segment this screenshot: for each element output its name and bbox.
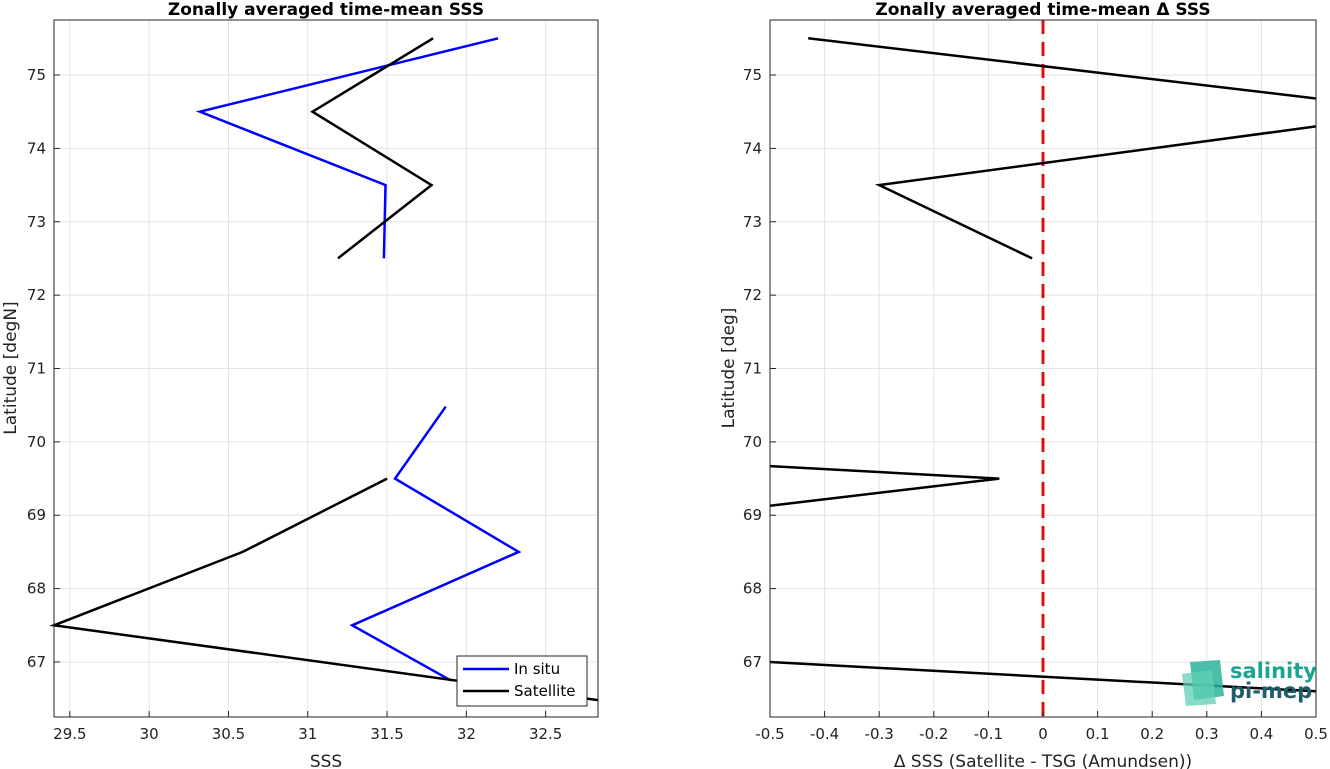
- x-tick-label: 31: [298, 725, 317, 743]
- y-tick-label: 68: [27, 580, 46, 598]
- x-tick-label: -0.2: [919, 725, 948, 743]
- x-tick-label: 0: [1038, 725, 1048, 743]
- x-tick-label: -0.3: [865, 725, 894, 743]
- legend-box: [456, 655, 588, 707]
- delta-series-group: [769, 37, 1317, 693]
- y-tick-label: 68: [743, 580, 762, 598]
- y-tick-label: 74: [743, 139, 762, 157]
- legend-label-satellite: Satellite: [514, 682, 575, 700]
- sss-series-group: [49, 37, 599, 702]
- x-tick-label: -0.5: [755, 725, 784, 743]
- y-tick-label: 67: [743, 653, 762, 671]
- x-tick-label: 30: [140, 725, 159, 743]
- x-tick-label: 31.5: [370, 725, 403, 743]
- x-tick-label: 32.5: [529, 725, 562, 743]
- y-tick-label: 73: [27, 213, 46, 231]
- series-line-in-situ: [349, 405, 522, 682]
- x-tick-label: 29.5: [53, 725, 86, 743]
- y-tick-label: 69: [743, 506, 762, 524]
- delta-sss-chart: -0.5 -0.4 -0.3 -0.2 -0.1 0 0.1 0.2 0.3 0.4 0.5 67 68…: [719, 0, 1328, 769]
- series-line-delta: [769, 660, 1317, 693]
- y-tick-label: 74: [27, 139, 46, 157]
- y-tick-label: 72: [27, 286, 46, 304]
- x-tick-label: 30.5: [212, 725, 245, 743]
- logo-text-pi-mep: pi-mep: [1230, 679, 1312, 703]
- series-line-delta: [808, 37, 1317, 100]
- x-tick-label: 0.4: [1249, 725, 1273, 743]
- y-tick-label: 75: [27, 66, 46, 84]
- sss-chart: 29.5 30 30.5 31 31.5 32 32.5 67 68 69 70 71 72 73 74 75…: [1, 0, 599, 769]
- series-line-satellite: [49, 477, 599, 702]
- y-tick-label: 72: [743, 286, 762, 304]
- delta-x-axis-label: Δ SSS (Satellite - TSG (Amundsen)): [894, 752, 1192, 769]
- sss-chart-title: Zonally averaged time-mean SSS: [168, 0, 484, 20]
- series-line-delta: [769, 464, 1000, 507]
- x-tick-label: 0.5: [1304, 725, 1328, 743]
- y-tick-label: 70: [743, 433, 762, 451]
- x-tick-label: 0.2: [1140, 725, 1164, 743]
- sss-ticks: 29.5 30 30.5 31 31.5 32 32.5 67 68 69 70 71 72 73 74 75: [27, 66, 562, 743]
- salinity-pi-mep-logo: salinity pi-mep: [1182, 659, 1317, 706]
- x-tick-label: -0.4: [810, 725, 839, 743]
- x-tick-label: 0.1: [1086, 725, 1110, 743]
- sss-grid: [54, 20, 598, 717]
- y-tick-label: 73: [743, 213, 762, 231]
- logo-mark-front: [1182, 670, 1216, 706]
- series-line-satellite: [310, 37, 434, 260]
- x-tick-label: 0.3: [1195, 725, 1219, 743]
- y-tick-label: 70: [27, 433, 46, 451]
- y-tick-label: 71: [27, 360, 46, 378]
- delta-chart-title: Zonally averaged time-mean Δ SSS: [875, 0, 1210, 20]
- delta-ticks: -0.5 -0.4 -0.3 -0.2 -0.1 0 0.1 0.2 0.3 0.4 0.5 67 68…: [743, 66, 1328, 743]
- series-line-delta: [874, 125, 1317, 260]
- delta-y-axis-label: Latitude [deg]: [719, 308, 739, 429]
- sss-y-axis-label: Latitude [degN]: [1, 301, 21, 434]
- y-tick-label: 67: [27, 653, 46, 671]
- x-tick-label: 32: [457, 725, 476, 743]
- y-tick-label: 69: [27, 506, 46, 524]
- sss-x-axis-label: SSS: [310, 752, 342, 769]
- x-tick-label: -0.1: [974, 725, 1003, 743]
- y-tick-label: 71: [743, 360, 762, 378]
- y-tick-label: 75: [743, 66, 762, 84]
- logo-text-salinity: salinity: [1230, 659, 1317, 683]
- sss-legend: In situ Satellite: [456, 655, 588, 707]
- legend-label-in-situ: In situ: [514, 660, 560, 678]
